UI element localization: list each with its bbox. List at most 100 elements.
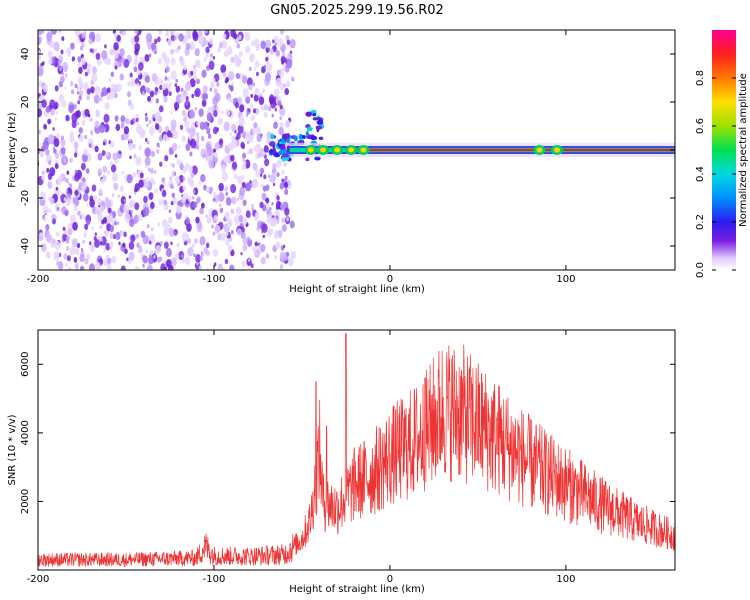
spectrogram-cell [239,104,245,113]
spectrogram-cell [38,36,42,45]
spectrogram-cell [200,135,205,142]
spectrogram-cell [115,123,121,132]
spectrogram-cell [38,108,43,118]
spectrogram-cell [187,246,194,257]
spectrogram-cell [276,195,280,201]
spectrogram-cell [120,115,126,123]
spectrogram-cell [269,148,273,155]
spectrogram-cell [245,45,251,54]
spectrogram-cell [56,207,60,211]
spectrogram-cell [286,39,291,45]
spectrogram-cell [66,47,71,55]
spectrogram-cell [170,162,174,168]
spectrogram-cell [286,217,289,222]
spectrogram-cell [54,241,61,251]
spectrogram-cell [242,87,249,98]
spectrogram-cell [132,171,137,179]
spectrogram-cell [254,60,260,68]
y-tick-label: 6000 [20,352,31,377]
spectrogram-cell [281,178,284,183]
spectrogram-cell [127,81,131,87]
spectrogram-cell [144,75,150,84]
spectrogram-cell [74,262,79,270]
spectrogram-cell [158,90,161,95]
spectrogram-cell [41,99,47,108]
spectrogram-cell [184,256,191,265]
spectrogram-cell [148,126,155,136]
spectrogram-cell [56,132,60,138]
spectrogram-cell [69,135,75,143]
spectrogram-cell [171,192,176,198]
spectrogram-cell [283,181,289,189]
spectrogram-cell [155,148,160,155]
spectrogram-cell [42,205,49,215]
spectrogram-cell [192,196,195,200]
spectrogram-cell [109,232,114,239]
colorbar-tick-label: 0.4 [695,166,706,182]
spectrogram-cell [84,71,88,77]
spectrogram-cell [251,128,256,134]
spectrogram-cell [134,183,140,192]
spectrogram-cell [118,150,122,155]
spectrogram-cell [112,193,115,197]
spectrogram-cell [206,146,213,157]
spectrogram-cell [251,207,254,212]
spectrogram-cell [154,38,158,45]
spectrogram-cell [136,82,140,88]
spectrogram-cell [135,117,139,123]
spectrogram-cell [61,99,67,108]
spectrogram-cell [240,251,243,256]
spectrogram-cell [173,101,180,110]
spectrogram-cell [277,38,284,47]
spectrogram-cell [120,123,125,129]
x-tick-label: 0 [387,274,393,285]
spectral-line-blob-core [554,147,561,153]
spectrogram-cell [291,76,295,82]
spectrogram-cell [73,257,78,263]
spectrogram-cell [287,257,294,267]
spectrogram-cell [79,265,85,270]
spectrogram-cell [290,250,297,260]
spectrogram-cell [81,119,86,126]
spectrogram-cell [91,66,98,74]
spectrogram-cell [155,114,160,122]
spectrogram-cell [183,89,188,97]
spectrogram-cell [89,198,96,208]
spectrogram-cell [56,260,60,266]
spectrogram-cell [130,234,136,243]
spectrogram-cell [219,207,224,214]
spectrogram-cell [242,243,248,252]
spectrogram-cell [155,98,159,104]
spectrogram-cell [96,58,102,66]
spectrogram-cell [87,113,91,118]
spectrogram-cell [153,117,156,122]
spectrogram-cell [109,241,114,248]
spectrogram-cell [212,55,216,60]
spectrogram-cell [170,58,176,66]
spectrogram-cell [224,78,228,84]
spectrogram-cell [45,233,52,243]
spectrogram-cell [248,135,254,143]
spectrogram-cell [230,230,234,235]
spectrogram-cell [113,182,119,191]
spectrogram-cell [170,48,174,55]
spectrogram-cell [198,108,204,117]
spectrogram-cell [181,109,186,117]
spectrogram-cell [53,148,57,154]
spectrogram-cell [244,31,251,41]
spectrogram-cell [163,96,168,103]
spectrogram-cell [102,141,106,146]
spectrogram-cell [114,92,118,99]
spectrogram-cell [196,135,200,140]
spectrogram-cell [277,100,282,107]
snr-frame [37,329,676,571]
spectrogram-cell [165,65,170,73]
spectrogram-cell [74,83,78,89]
spectrogram-cell [196,78,200,85]
spectrogram-cell [248,108,251,112]
spectrogram-cell [91,72,98,82]
spectrogram-cell [158,105,164,113]
spectrogram-cell [245,210,251,219]
spectrogram-cell [195,254,201,263]
spectrogram-cell [43,123,47,130]
